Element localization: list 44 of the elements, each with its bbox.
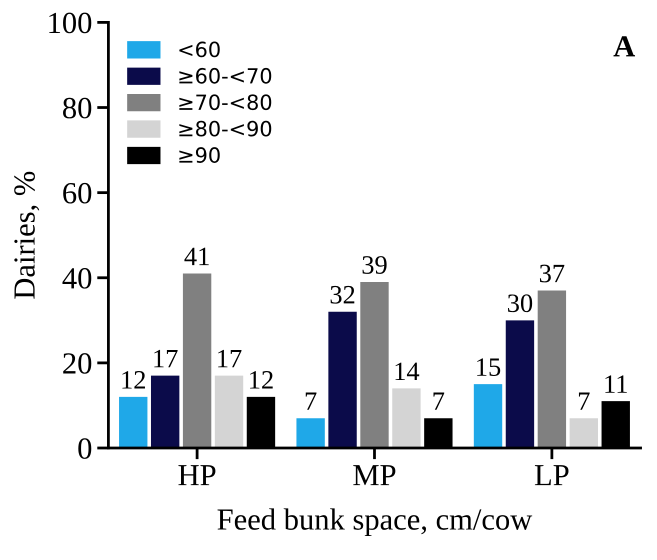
y-tick-label: 20 bbox=[63, 353, 92, 374]
bar bbox=[392, 388, 421, 448]
legend-label: ≥80-<90 bbox=[179, 120, 272, 137]
data-label: 7 bbox=[306, 392, 316, 410]
bar bbox=[570, 418, 598, 448]
data-label: 12 bbox=[122, 371, 145, 389]
data-label: 41 bbox=[184, 248, 209, 266]
legend-label: ≥70-<80 bbox=[179, 94, 272, 110]
x-axis-title: Feed bunk space, cm/cow bbox=[218, 508, 532, 536]
x-tick-label: LP bbox=[534, 465, 568, 486]
data-label: 7 bbox=[578, 392, 590, 410]
data-label: 37 bbox=[540, 264, 564, 282]
data-label: 15 bbox=[477, 358, 500, 376]
legend-label: <60 bbox=[179, 42, 220, 58]
y-tick-label: 40 bbox=[62, 268, 92, 289]
data-label: 14 bbox=[396, 362, 420, 380]
bar bbox=[150, 376, 180, 448]
data-label: 32 bbox=[330, 286, 354, 304]
data-label: 11 bbox=[605, 375, 627, 393]
chart-title: A bbox=[613, 36, 636, 56]
bar bbox=[360, 282, 389, 448]
y-tick-label: 60 bbox=[63, 182, 92, 204]
data-label: 30 bbox=[508, 294, 532, 312]
bar bbox=[506, 320, 534, 448]
data-label: 12 bbox=[250, 371, 273, 389]
x-tick-label: MP bbox=[353, 465, 396, 486]
data-label: 17 bbox=[218, 350, 242, 368]
y-tick-label: 80 bbox=[63, 98, 92, 118]
y-axis-title: Dairies, % bbox=[14, 172, 40, 299]
y-tick-label: 0 bbox=[78, 438, 92, 459]
legend-label: ≥60-<70 bbox=[179, 68, 272, 84]
x-tick-label: HP bbox=[178, 465, 216, 486]
bar bbox=[214, 376, 244, 448]
bar bbox=[296, 418, 325, 448]
y-tick-label: 100 bbox=[49, 12, 92, 34]
data-label: 39 bbox=[362, 256, 387, 274]
bar bbox=[119, 396, 148, 448]
bar bbox=[182, 274, 212, 448]
legend-label: ≥90 bbox=[179, 147, 220, 163]
bar bbox=[474, 384, 502, 448]
bar bbox=[538, 290, 566, 448]
bar bbox=[328, 312, 357, 448]
data-label: 17 bbox=[154, 350, 178, 368]
data-label: 7 bbox=[433, 392, 444, 410]
